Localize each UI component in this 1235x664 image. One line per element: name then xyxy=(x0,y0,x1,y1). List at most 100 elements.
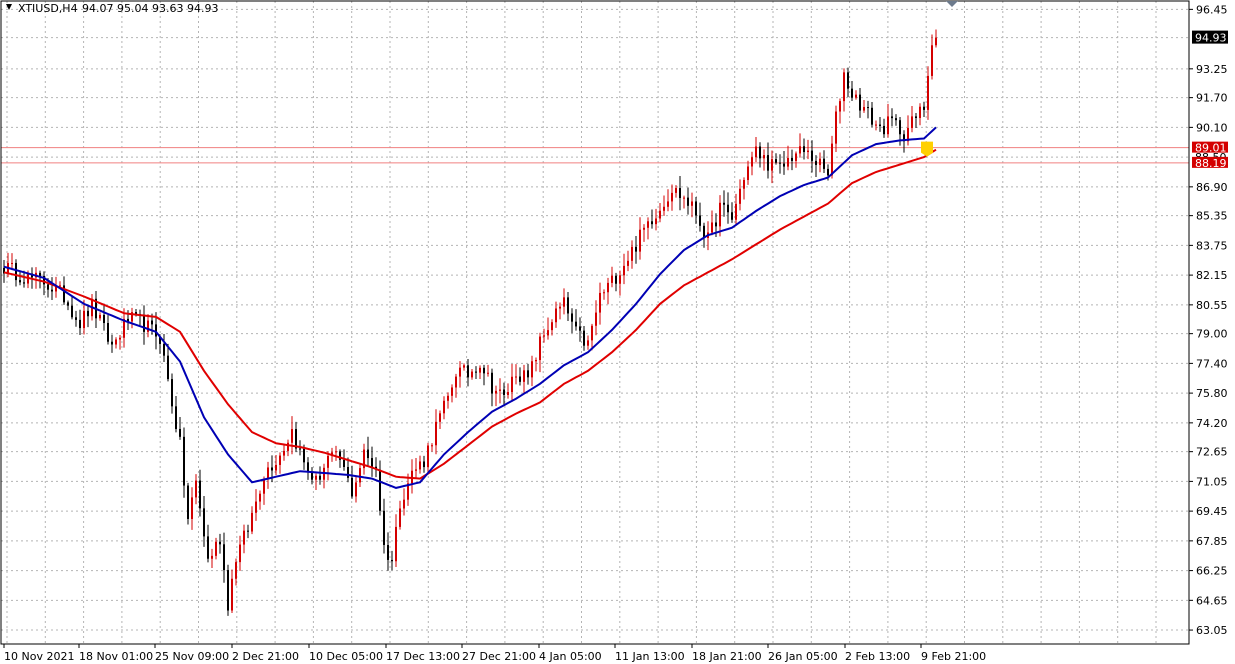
candle-body xyxy=(423,461,425,468)
ohlc-label: 94.07 95.04 93.63 94.93 xyxy=(82,2,218,15)
candle-body xyxy=(251,512,253,532)
candle-body xyxy=(623,265,625,276)
candle-body xyxy=(811,150,813,161)
candle-body xyxy=(791,158,793,161)
candle-body xyxy=(123,318,125,338)
candle-body xyxy=(551,322,553,331)
candle-body xyxy=(399,508,401,527)
candle-body xyxy=(51,289,53,292)
candle-body xyxy=(255,501,257,513)
candle-body xyxy=(355,482,357,497)
candle-body xyxy=(387,544,389,560)
candle-body xyxy=(271,467,273,471)
chevron-down-icon[interactable] xyxy=(6,4,12,10)
candle-body xyxy=(167,355,169,380)
x-axis: 10 Nov 2021 18 Nov 01:00 25 Nov 09:00 2 Dec… xyxy=(3,644,986,663)
candle-body xyxy=(303,448,305,463)
plot-frame xyxy=(0,0,1190,645)
candle-body xyxy=(643,227,645,230)
candle-body xyxy=(275,464,277,471)
candle-body xyxy=(219,541,221,545)
candle-body xyxy=(787,158,789,167)
candle-body xyxy=(571,313,573,322)
x-tick-label: 11 Jan 13:00 xyxy=(615,650,685,663)
candle-body xyxy=(291,429,293,443)
candle-body xyxy=(711,222,713,233)
candle-body xyxy=(679,188,681,198)
candle-body xyxy=(815,160,817,165)
candle-body xyxy=(207,536,209,559)
candle-body xyxy=(211,555,213,559)
candle-body xyxy=(443,400,445,414)
candle-body xyxy=(227,570,229,611)
candle-body xyxy=(391,559,393,562)
x-tick-label: 4 Jan 05:00 xyxy=(539,650,602,663)
candle-body xyxy=(415,469,417,471)
candle-body xyxy=(915,116,917,119)
x-tick-label: 18 Jan 21:00 xyxy=(692,650,762,663)
candle-body xyxy=(183,436,185,486)
candle-body xyxy=(703,225,705,238)
price-label-red: 88.19 xyxy=(1192,156,1228,170)
candle-body xyxy=(367,449,369,459)
candle-body xyxy=(71,305,73,318)
candle-body xyxy=(563,297,565,307)
candle-body xyxy=(195,480,197,498)
candle-body xyxy=(403,499,405,509)
price-label-box xyxy=(1192,30,1228,44)
candle-body xyxy=(691,201,693,206)
candle-body xyxy=(667,201,669,207)
candle-body xyxy=(499,389,501,391)
y-tick-label: 66.25 xyxy=(1196,565,1228,578)
candle-body xyxy=(47,284,49,290)
candle-body xyxy=(519,376,521,382)
price-label-text: 94.93 xyxy=(1195,32,1227,45)
candle-body xyxy=(79,319,81,329)
candle-body xyxy=(883,125,885,135)
candle-body xyxy=(807,150,809,153)
candle-body xyxy=(739,188,741,204)
candle-body xyxy=(547,330,549,336)
candle-body xyxy=(235,562,237,579)
candle-body xyxy=(175,406,177,429)
y-tick-label: 86.90 xyxy=(1196,181,1228,194)
price-label-red: 89.01 xyxy=(1192,141,1228,155)
candle-body xyxy=(699,215,701,226)
candle-body xyxy=(731,212,733,220)
x-tick-label: 2 Dec 21:00 xyxy=(232,650,299,663)
y-tick-label: 74.20 xyxy=(1196,417,1228,430)
candle-body xyxy=(87,310,89,317)
candle-body xyxy=(319,475,321,480)
candle-body xyxy=(655,218,657,225)
candle-body xyxy=(555,308,557,323)
shift-marker-icon[interactable] xyxy=(946,1,958,7)
candle-body xyxy=(231,578,233,611)
price-label-box xyxy=(1192,156,1228,168)
candle-body xyxy=(695,201,697,216)
candle-body xyxy=(307,462,309,472)
candle-body xyxy=(247,530,249,532)
candle-body xyxy=(871,107,873,125)
candle-body xyxy=(859,94,861,111)
candle-body xyxy=(371,458,373,467)
signal-marker xyxy=(921,141,933,157)
candle-body xyxy=(751,157,753,167)
candle-body xyxy=(607,282,609,293)
candle-body xyxy=(647,221,649,228)
candle-body xyxy=(459,367,461,377)
candle-body xyxy=(187,485,189,519)
candle-body xyxy=(143,315,145,332)
candle-body xyxy=(455,376,457,388)
candle-body xyxy=(55,285,57,292)
candle-body xyxy=(879,124,881,126)
y-tick-label: 80.55 xyxy=(1196,299,1228,312)
candle-body xyxy=(747,166,749,181)
candle-body xyxy=(675,188,677,193)
candle-body xyxy=(743,180,745,189)
y-tick-label: 69.45 xyxy=(1196,505,1228,518)
y-tick-label: 63.05 xyxy=(1196,624,1228,637)
candle-body xyxy=(471,371,473,378)
candle-body xyxy=(259,493,261,502)
candle-body xyxy=(267,467,269,480)
